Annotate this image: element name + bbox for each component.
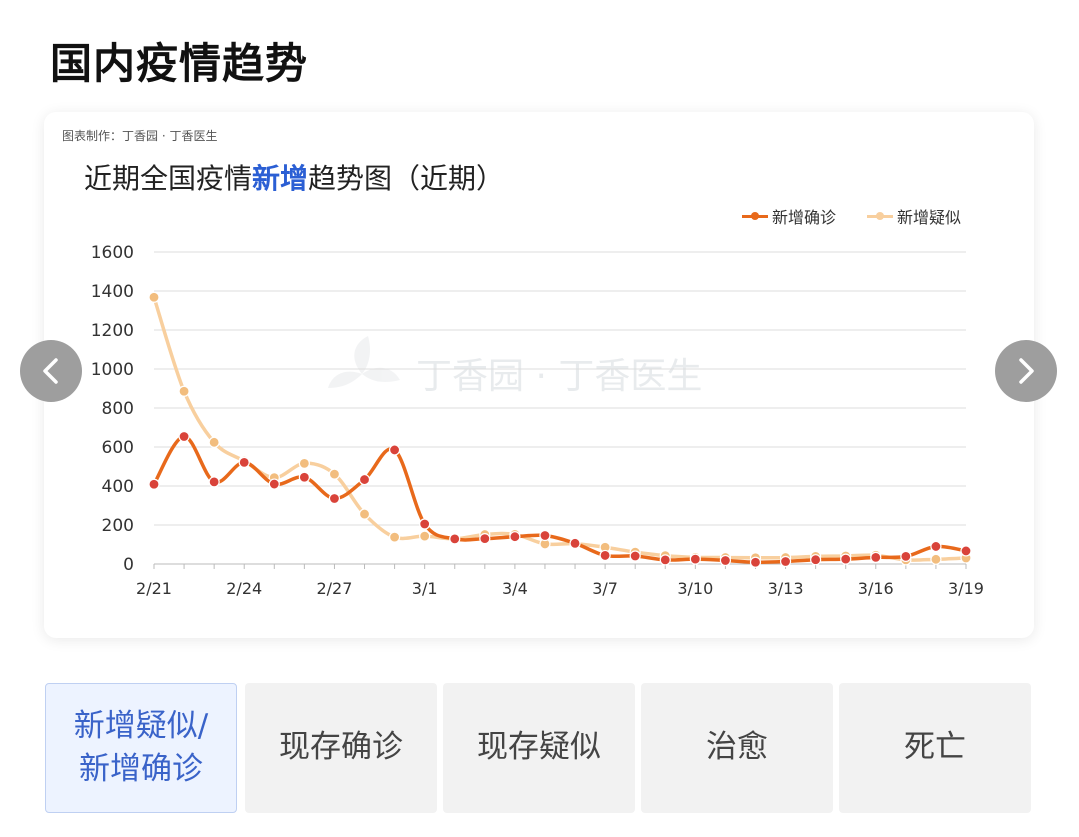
data-point-confirmed [779, 555, 792, 568]
data-point-suspected [358, 508, 371, 520]
x-tick-label: 3/16 [858, 579, 894, 598]
tab-deaths[interactable]: 死亡 [839, 683, 1031, 813]
data-point-confirmed [358, 473, 371, 486]
x-tick-label: 3/7 [592, 579, 618, 598]
data-point-confirmed [479, 533, 491, 545]
data-point-confirmed [629, 550, 641, 562]
data-point-suspected [178, 385, 190, 397]
tab-current-confirmed[interactable]: 现存确诊 [245, 683, 437, 813]
x-tick-label: 3/19 [948, 579, 984, 598]
x-tick-label: 2/27 [316, 579, 352, 598]
chart-title: 近期全国疫情新增趋势图（近期） [84, 157, 504, 197]
legend-swatch-suspected [867, 211, 893, 220]
page-title: 国内疫情趋势 [50, 39, 309, 88]
y-tick-label: 1000 [91, 360, 134, 380]
chart-title-prefix: 近期全国疫情 [84, 162, 253, 195]
chart-title-highlight: 新增 [252, 162, 309, 195]
data-point-confirmed [509, 531, 521, 543]
x-tick-label: 3/10 [677, 579, 713, 598]
data-point-suspected [298, 457, 310, 469]
data-point-confirmed [870, 551, 882, 563]
data-point-confirmed [268, 478, 280, 490]
tab-current-suspected[interactable]: 现存疑似 [443, 683, 635, 813]
data-point-confirmed [900, 550, 912, 562]
tab-label: 现存疑似 [477, 729, 601, 766]
legend-label-confirmed: 新增确诊 [772, 208, 837, 227]
chevron-right-icon [1019, 358, 1034, 384]
chart-credit: 图表制作：丁香园 · 丁香医生 [62, 129, 218, 143]
data-point-confirmed [208, 476, 220, 488]
data-point-confirmed [419, 518, 431, 530]
data-point-suspected [388, 531, 401, 543]
x-tick-label: 3/4 [502, 579, 528, 598]
data-point-suspected [419, 530, 431, 542]
data-point-confirmed [659, 554, 671, 566]
y-tick-label: 0 [123, 555, 134, 575]
tab-label: 死亡 [904, 729, 966, 766]
data-point-confirmed [449, 533, 461, 545]
data-point-confirmed [238, 456, 250, 469]
data-point-confirmed [569, 537, 581, 549]
x-tick-label: 2/24 [226, 579, 262, 598]
tab-label-line1: 新增疑似/ [73, 707, 209, 744]
data-point-suspected [328, 468, 341, 480]
chevron-left-icon [43, 358, 58, 384]
watermark-text: 丁香园 · 丁香医生 [416, 356, 702, 397]
line-chart: 丁香园 · 丁香医生 0 200 400 600 800 1000 1200 1400 1600… [91, 243, 984, 598]
tab-new-suspected-confirmed[interactable]: 新增疑似/新增确诊 [45, 683, 237, 813]
tab-label: 现存确诊 [279, 729, 403, 766]
data-point-confirmed [719, 554, 732, 567]
series-line-confirmed [152, 434, 967, 565]
series-line-suspected [152, 296, 967, 562]
y-tick-label: 1200 [91, 321, 134, 341]
legend-swatch-confirmed [742, 211, 768, 220]
data-point-confirmed [749, 556, 762, 568]
y-tick-label: 1400 [91, 282, 134, 302]
tab-label-line2: 新增确诊 [78, 751, 203, 787]
y-tick-label: 600 [102, 438, 134, 458]
data-point-confirmed [930, 540, 942, 553]
data-point-confirmed [810, 554, 822, 566]
legend-item-confirmed[interactable]: 新增确诊 [742, 204, 836, 228]
chart-grid: 0 200 400 600 800 1000 1200 1400 1600 2/21 2/24 2/2… [91, 243, 984, 598]
x-tick-label: 3/13 [768, 579, 804, 598]
tab-label: 治愈 [706, 729, 768, 766]
data-point-confirmed [689, 553, 701, 565]
data-point-suspected [208, 436, 220, 448]
data-point-confirmed [178, 430, 190, 443]
x-tick-label: 3/1 [412, 579, 438, 598]
data-point-confirmed [328, 492, 341, 505]
data-point-confirmed [298, 471, 310, 483]
legend-item-suspected[interactable]: 新增疑似 [867, 204, 961, 228]
data-point-suspected [930, 553, 942, 565]
chart-series [148, 291, 972, 568]
data-point-confirmed [840, 553, 852, 565]
x-tick-label: 2/21 [136, 579, 172, 598]
next-button[interactable] [995, 340, 1057, 402]
chart-card: 图表制作：丁香园 · 丁香医生 近期全国疫情新增趋势图（近期） 新增确诊 新增疑… [44, 112, 1034, 638]
data-point-confirmed [148, 478, 160, 490]
prev-button[interactable] [20, 340, 82, 402]
y-tick-label: 800 [102, 399, 134, 419]
watermark: 丁香园 · 丁香医生 [328, 336, 702, 397]
data-point-confirmed [388, 444, 401, 456]
y-tick-label: 400 [102, 477, 134, 497]
watermark-logo-icon [328, 336, 400, 388]
y-tick-label: 200 [102, 516, 134, 536]
data-point-confirmed [539, 529, 551, 542]
legend-label-suspected: 新增疑似 [897, 208, 962, 227]
data-point-confirmed [599, 549, 611, 562]
tab-cured[interactable]: 治愈 [641, 683, 833, 813]
y-tick-label: 1600 [91, 243, 134, 263]
data-point-confirmed [960, 545, 972, 557]
data-point-suspected [148, 291, 160, 303]
chart-title-suffix: 趋势图（近期） [308, 162, 505, 195]
